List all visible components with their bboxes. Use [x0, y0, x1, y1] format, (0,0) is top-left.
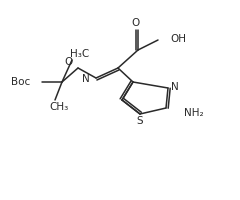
Text: H₃C: H₃C [70, 49, 90, 59]
Text: CH₃: CH₃ [49, 102, 69, 112]
Text: O: O [132, 18, 140, 28]
Text: N: N [171, 82, 179, 92]
Text: N: N [82, 74, 90, 84]
Text: NH₂: NH₂ [184, 108, 204, 118]
Text: Boc: Boc [11, 77, 30, 87]
Text: OH: OH [170, 34, 186, 44]
Text: O: O [65, 57, 73, 67]
Text: S: S [137, 116, 143, 126]
